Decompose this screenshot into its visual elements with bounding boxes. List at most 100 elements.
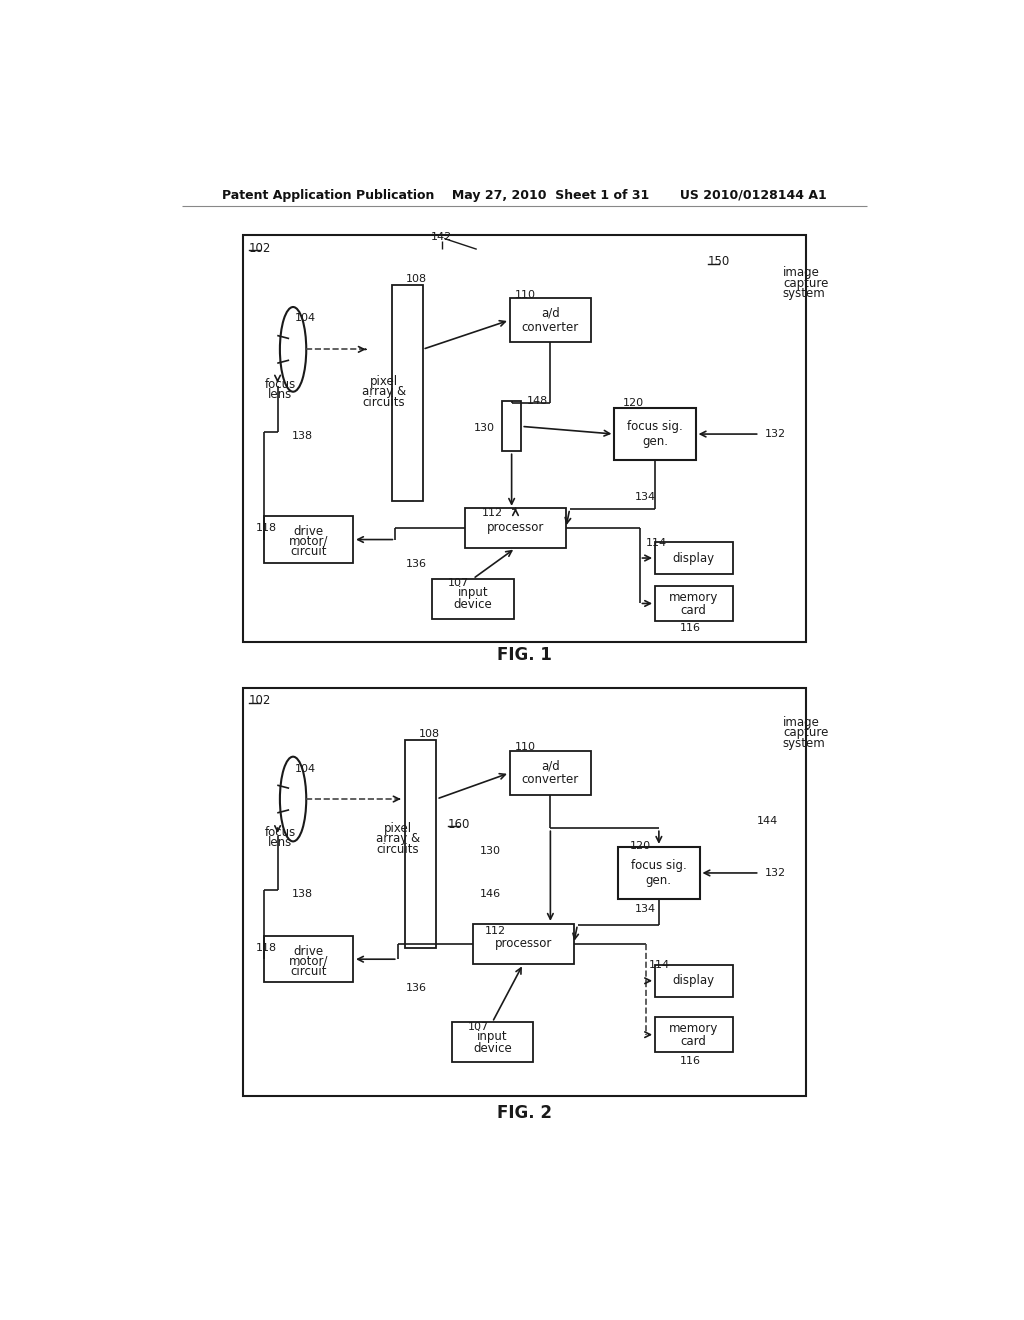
Bar	[614, 408, 695, 461]
Text: 132: 132	[765, 429, 786, 440]
Text: Patent Application Publication    May 27, 2010  Sheet 1 of 31       US 2010/0128: Patent Application Publication May 27, 2…	[222, 189, 827, 202]
Text: 146: 146	[480, 888, 502, 899]
Text: 112: 112	[481, 508, 503, 517]
Text: memory: memory	[669, 1022, 719, 1035]
Text: 118: 118	[256, 523, 278, 533]
Text: device: device	[454, 598, 493, 611]
Text: 120: 120	[623, 399, 643, 408]
Text: 107: 107	[449, 578, 469, 589]
Text: lens: lens	[267, 837, 292, 850]
Text: processor: processor	[495, 937, 552, 950]
Text: processor: processor	[486, 521, 544, 535]
Text: device: device	[473, 1041, 512, 1055]
Text: image: image	[783, 265, 820, 279]
Ellipse shape	[280, 756, 306, 841]
Bar	[510, 298, 591, 342]
Text: 138: 138	[292, 888, 313, 899]
Text: input: input	[458, 586, 488, 599]
Text: display: display	[673, 974, 715, 987]
Text: 110: 110	[515, 742, 537, 752]
Text: 160: 160	[449, 817, 470, 830]
Text: 130: 130	[474, 422, 495, 433]
Bar	[391, 285, 423, 502]
Bar	[510, 751, 591, 795]
Text: 108: 108	[406, 275, 427, 284]
Text: image: image	[783, 715, 820, 729]
Text: drive: drive	[294, 945, 324, 958]
Text: 142: 142	[431, 232, 453, 242]
Text: 112: 112	[484, 925, 506, 936]
Text: capture: capture	[783, 726, 828, 739]
Bar	[264, 516, 353, 562]
Text: display: display	[673, 552, 715, 565]
Text: 114: 114	[649, 961, 670, 970]
Text: card: card	[681, 1035, 707, 1048]
Bar	[655, 965, 732, 997]
Bar	[655, 1016, 732, 1052]
Bar	[655, 541, 732, 574]
Bar	[655, 586, 732, 622]
Text: converter: converter	[522, 321, 579, 334]
Text: 108: 108	[419, 730, 439, 739]
Text: motor/: motor/	[289, 535, 329, 548]
Text: circuit: circuit	[291, 545, 327, 558]
Bar	[502, 401, 521, 451]
Bar	[406, 739, 436, 948]
Text: 132: 132	[765, 869, 786, 878]
Text: gen.: gen.	[646, 874, 672, 887]
Bar	[432, 579, 514, 619]
Bar	[243, 688, 806, 1096]
Text: FIG. 2: FIG. 2	[498, 1105, 552, 1122]
Text: focus: focus	[264, 826, 296, 840]
Bar	[465, 508, 566, 548]
Text: 138: 138	[292, 430, 313, 441]
Text: circuits: circuits	[362, 396, 406, 409]
Text: focus: focus	[264, 378, 296, 391]
Text: 118: 118	[256, 942, 278, 953]
Text: 104: 104	[295, 764, 315, 774]
Text: 120: 120	[630, 841, 651, 851]
Text: a/d: a/d	[541, 306, 560, 319]
Text: circuit: circuit	[291, 965, 327, 978]
Text: 136: 136	[406, 560, 426, 569]
Bar	[444, 812, 752, 986]
Text: array &: array &	[361, 385, 406, 399]
Text: capture: capture	[783, 277, 828, 289]
Ellipse shape	[280, 308, 306, 392]
Text: 144: 144	[758, 816, 778, 825]
Text: memory: memory	[669, 591, 719, 603]
Text: converter: converter	[522, 774, 579, 787]
Bar	[473, 924, 573, 964]
Text: 102: 102	[249, 694, 271, 708]
Text: 136: 136	[406, 982, 426, 993]
Bar	[452, 1022, 532, 1063]
Bar	[264, 936, 353, 982]
Text: circuits: circuits	[377, 842, 419, 855]
Text: system: system	[783, 737, 825, 750]
Text: 114: 114	[646, 539, 667, 548]
Bar	[365, 249, 755, 502]
Text: FIG. 1: FIG. 1	[498, 645, 552, 664]
Text: system: system	[783, 288, 825, 301]
Text: a/d: a/d	[541, 759, 560, 772]
Text: card: card	[681, 603, 707, 616]
Text: pixel: pixel	[384, 822, 412, 834]
Text: drive: drive	[294, 525, 324, 539]
Text: 110: 110	[515, 289, 537, 300]
Text: 134: 134	[635, 904, 656, 915]
Text: pixel: pixel	[370, 375, 397, 388]
Text: focus sig.: focus sig.	[631, 859, 687, 871]
Bar	[243, 235, 806, 642]
Text: 102: 102	[249, 242, 271, 255]
Text: 116: 116	[680, 1056, 700, 1065]
Text: 104: 104	[295, 313, 315, 323]
Text: 148: 148	[527, 396, 549, 407]
Text: 134: 134	[635, 492, 656, 502]
Text: 130: 130	[480, 846, 501, 857]
Text: input: input	[477, 1030, 508, 1043]
Text: 150: 150	[708, 256, 730, 268]
Text: array &: array &	[376, 832, 420, 845]
Bar	[618, 847, 699, 899]
Text: 116: 116	[680, 623, 700, 634]
Text: lens: lens	[267, 388, 292, 400]
